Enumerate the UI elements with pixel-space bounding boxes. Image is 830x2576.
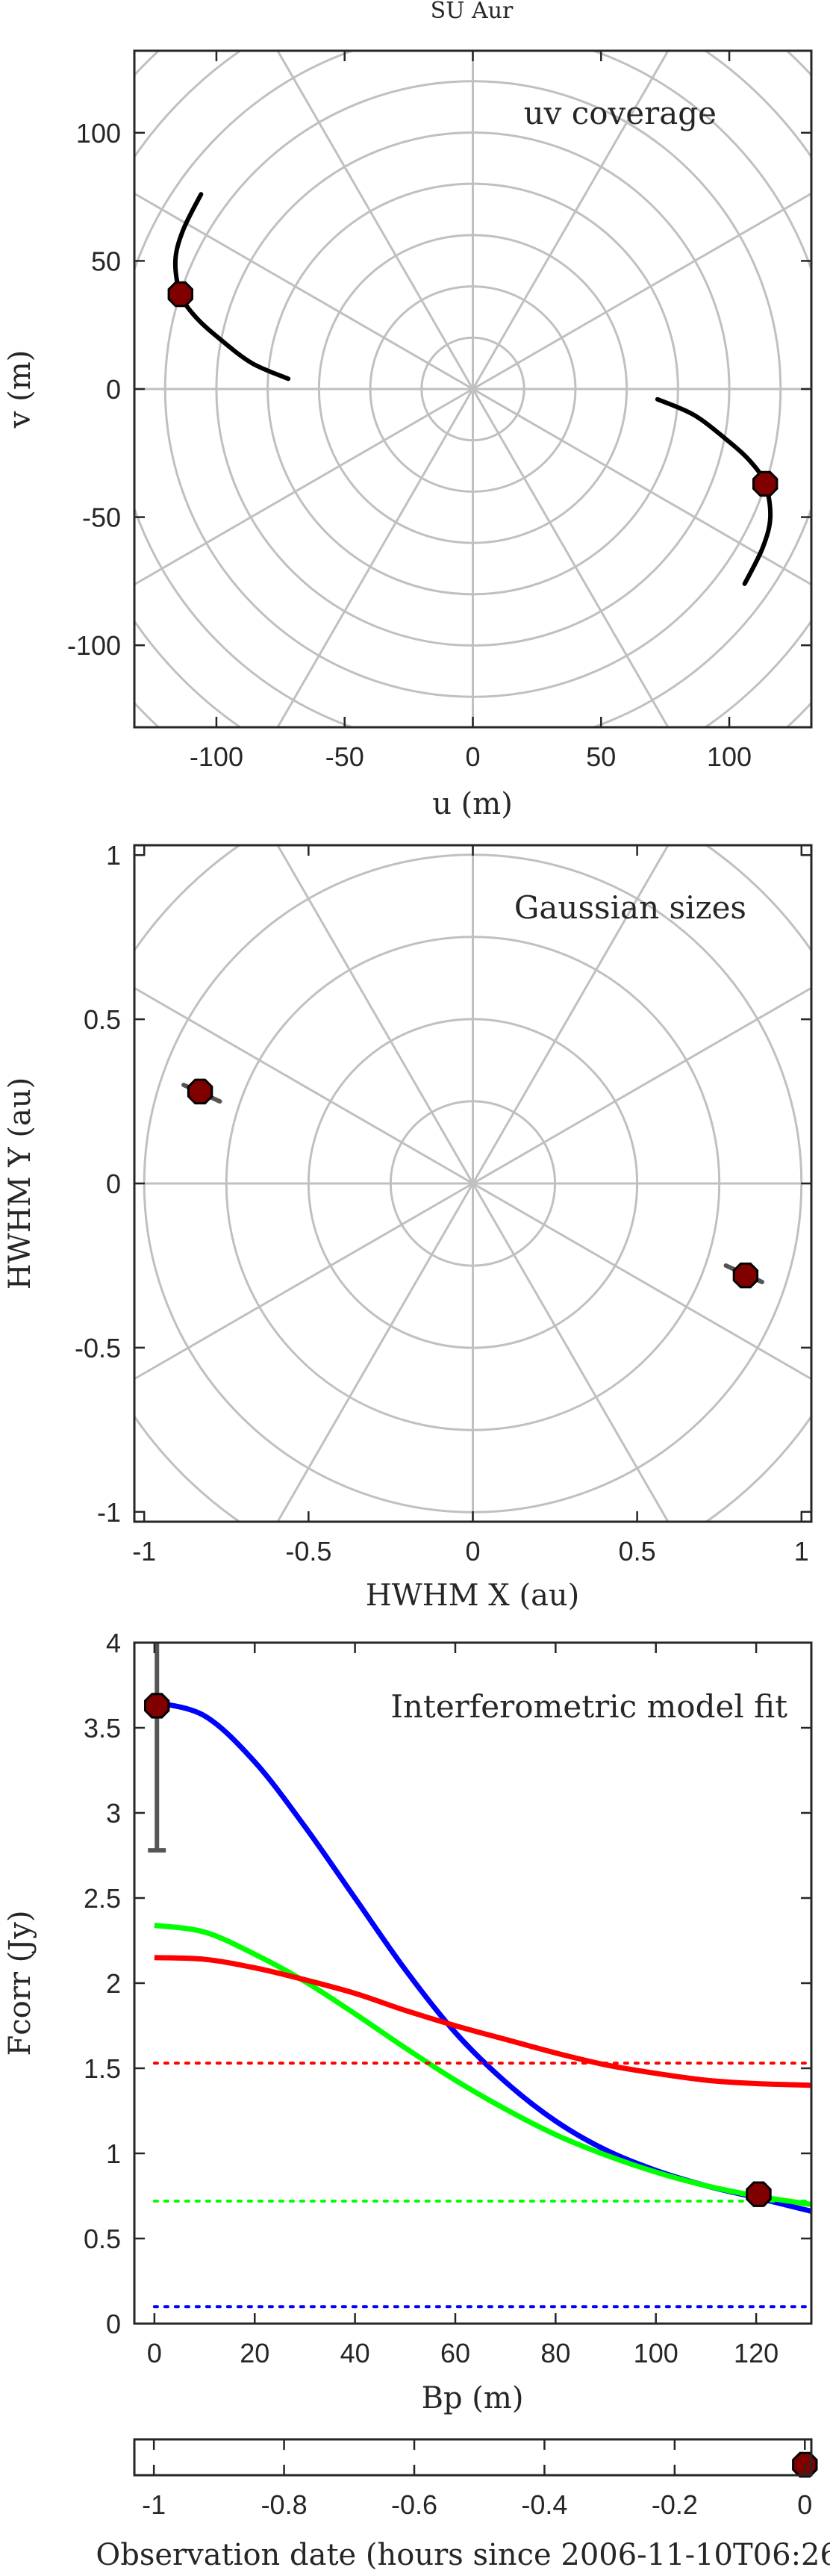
y-tick-label: 0.5 [84, 1004, 121, 1035]
y-tick-label: 2 [106, 1968, 121, 1999]
panel-annotation: uv coverage [524, 95, 717, 131]
uv-coverage-chart: -100 -50 0 50 100 -100 -50 0 50 100 uv coverage u… [3, 49, 813, 821]
x-tick-label: -0.2 [652, 2489, 698, 2520]
y-axis-label: Fcorr (Jy) [3, 1910, 37, 2056]
x-axis-label: u (m) [432, 787, 513, 821]
y-tick-label: 4 [106, 1628, 121, 1658]
track-line [172, 192, 291, 382]
y-tick-label: 0.5 [84, 2224, 121, 2254]
y-tick-label: 100 [76, 118, 121, 149]
series-line [153, 1699, 811, 2214]
x-tick-label: 80 [540, 2338, 570, 2368]
y-tick-label: 50 [91, 246, 121, 276]
x-tick-label: -0.5 [285, 1536, 331, 1567]
panel-annotation: Gaussian sizes [514, 889, 746, 926]
grid-spoke [276, 845, 670, 1522]
y-tick-label: 1 [106, 840, 121, 871]
data-point-marker [752, 470, 778, 497]
x-tick-label: -1 [142, 2489, 166, 2520]
y-axis-label: HWHM Y (au) [3, 1077, 37, 1290]
x-tick-label: -50 [325, 741, 364, 772]
data-marks [152, 1699, 811, 2309]
y-axis-label: v (m) [3, 350, 37, 429]
x-tick-label: 50 [586, 741, 616, 772]
model-fit-chart: 0 20 40 60 80 100 120 0 0.5 1 1.5 2 2.5 3 3.5 4 Interfe… [3, 1628, 813, 2415]
x-tick-label: -100 [190, 741, 243, 772]
x-tick-label: 60 [440, 2338, 470, 2368]
y-tick-label: -0.5 [75, 1333, 121, 1363]
y-tick-label: 0 [106, 2309, 121, 2339]
data-point-marker [732, 1262, 759, 1289]
x-tick-label: -0.8 [261, 2489, 308, 2520]
grid-spoke [134, 192, 811, 586]
y-tick-label: 1 [106, 2138, 121, 2169]
y-tick-label: 0 [106, 1169, 121, 1199]
axis-ticks: -1 -0.8 -0.6 -0.4 -0.2 0 [142, 2439, 812, 2520]
annotation-text: uv coverage [524, 95, 717, 131]
track-line [655, 396, 773, 586]
grid-spoke [276, 845, 670, 1522]
x-tick-label: 0.5 [619, 1536, 656, 1567]
y-tick-label: 0 [106, 374, 121, 405]
x-tick-label: 20 [240, 2338, 269, 2368]
y-tick-label: -1 [97, 1497, 121, 1528]
series-line [154, 1923, 811, 2207]
x-axis-label: HWHM X (au) [366, 1578, 580, 1613]
x-tick-label: 0 [465, 741, 480, 772]
data-point-marker [167, 281, 193, 308]
data-point-marker [144, 1693, 170, 1719]
x-tick-label: 0 [147, 2338, 162, 2368]
polar-grid [134, 51, 811, 727]
grid-spoke [134, 192, 811, 586]
y-tick-label: 3.5 [84, 1713, 121, 1743]
x-axis-label: Bp (m) [422, 2381, 524, 2415]
y-tick-label: -100 [67, 630, 121, 661]
data-point-marker [746, 2181, 772, 2207]
y-tick-label: 2.5 [84, 1883, 121, 1914]
panel-annotation: Interferometric model fit [390, 1688, 787, 1725]
x-tick-label: 0 [465, 1536, 480, 1567]
y-tick-label: -50 [82, 503, 121, 533]
x-tick-label: -0.6 [391, 2489, 437, 2520]
plot-frame [133, 2438, 813, 2477]
grid-spoke [276, 51, 670, 727]
x-tick-label: 120 [734, 2338, 778, 2368]
data-marks [167, 192, 778, 586]
y-tick-label: 3 [106, 1798, 121, 1829]
axis-ticks: -100 -50 0 50 100 -100 -50 0 50 100 [67, 51, 811, 772]
x-tick-label: 40 [340, 2338, 370, 2368]
series-line [154, 1955, 811, 2088]
x-tick-label: 0 [797, 2489, 812, 2520]
x-tick-label: -0.4 [521, 2489, 567, 2520]
axis-ticks: 0 20 40 60 80 100 120 0 0.5 1 1.5 2 2.5 3 3.5 4 [84, 1628, 811, 2368]
grid-spoke [134, 986, 811, 1381]
x-tick-label: 1 [794, 1536, 809, 1567]
data-marks [181, 1078, 764, 1289]
x-tick-label: 100 [707, 741, 752, 772]
axis-ticks: -1 -0.5 0 0.5 1 -1 -0.5 0 0.5 1 [75, 840, 811, 1567]
page-title: SU Aur [431, 0, 514, 24]
x-axis-label: Observation date (hours since 2006-11-10… [96, 2538, 830, 2572]
data-point-marker [187, 1078, 213, 1105]
x-tick-label: 100 [634, 2338, 678, 2368]
data-points [144, 1643, 772, 2207]
grid-spoke [276, 51, 670, 727]
y-tick-label: 1.5 [84, 2053, 121, 2084]
observation-date-axis: -1 -0.8 -0.6 -0.4 -0.2 0 Observation date (ho… [96, 2438, 830, 2572]
x-tick-label: -1 [132, 1536, 156, 1567]
